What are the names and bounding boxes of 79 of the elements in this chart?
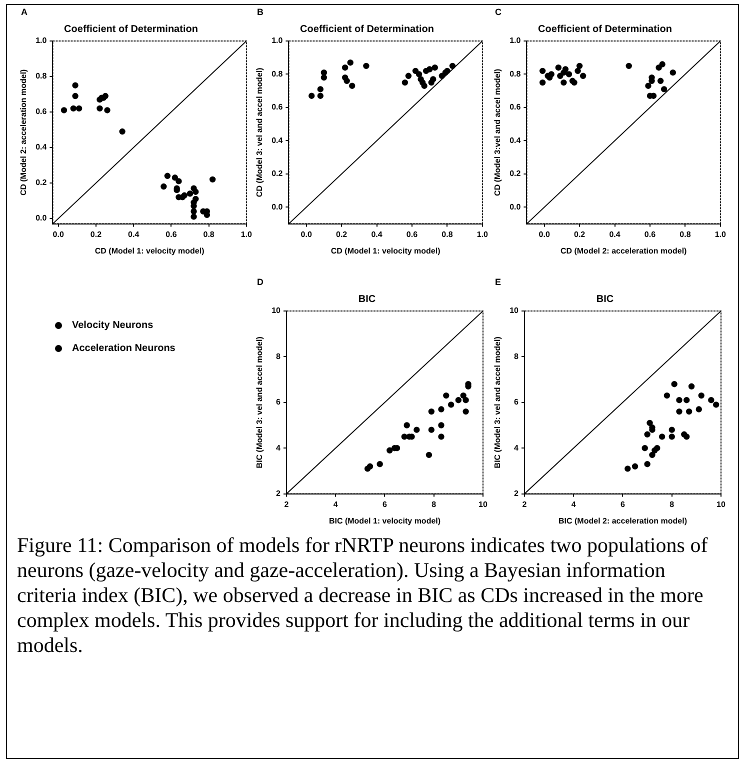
x-tick-label: 2 <box>522 500 528 509</box>
chart-title: Coefficient of Determination <box>64 24 198 35</box>
y-tick-label: 4 <box>514 443 520 452</box>
y-tick-label: 0.8 <box>272 69 284 78</box>
y-axis-title: CD (Model 2: acceleration model) <box>19 68 28 196</box>
x-tick-label: 0.6 <box>406 230 418 239</box>
x-axis-title: CD (Model 2: acceleration model) <box>560 246 688 256</box>
x-axis-title: CD (Model 1: velocity model) <box>330 246 441 256</box>
x-tick-label: 6 <box>382 500 388 509</box>
y-tick-label: 2 <box>514 489 520 498</box>
x-tick-label: 1.0 <box>714 230 727 239</box>
x-tick-label: 0.8 <box>442 230 454 239</box>
x-tick-label: 0.6 <box>166 230 178 239</box>
text: D <box>257 277 264 287</box>
x-tick-label: 4 <box>333 500 338 509</box>
caption: Figure 11: Comparison of models for rNRTP neurons indicates two populations of neurons (gaze-velocity and gaze-acceleration). Using a Bayesian information criteria index (BIC), we observed a decrease in BIC as CDs increased in the more complex models. This provides support for including the additional terms in our models. <box>17 533 709 658</box>
y-tick-label: 1.0 <box>510 36 522 46</box>
y-tick-label: 0.2 <box>510 169 522 178</box>
x-tick-label: 0.4 <box>609 230 621 239</box>
x-tick-label: 8 <box>432 500 437 509</box>
y-axis-title: CD (Model 3:vel and accel model) <box>493 68 502 196</box>
y-tick-label: 0.8 <box>36 72 48 81</box>
y-tick-label: 0.6 <box>510 102 522 112</box>
text: B <box>257 7 264 17</box>
x-tick-label: 8 <box>670 500 675 509</box>
y-tick-label: 0.2 <box>36 178 48 188</box>
y-tick-label: 6 <box>276 398 282 407</box>
y-tick-label: 0.4 <box>272 136 284 145</box>
y-tick-label: 0.4 <box>36 142 48 152</box>
chart-title: BIC <box>358 294 376 305</box>
x-tick-label: 10 <box>716 500 726 509</box>
x-tick-label: 0.2 <box>90 230 102 239</box>
y-tick-label: 6 <box>514 398 520 407</box>
y-tick-label: 0.4 <box>510 136 522 145</box>
x-tick-label: 1.0 <box>476 230 489 239</box>
y-tick-label: 1.0 <box>36 36 48 46</box>
x-tick-label: 0.8 <box>203 230 215 239</box>
y-tick-label: 10 <box>272 306 282 316</box>
text: A <box>21 7 28 17</box>
chart-title: BIC <box>596 294 614 305</box>
y-tick-label: 2 <box>276 489 282 498</box>
x-axis-title: BIC (Model 2: acceleration model) <box>558 516 688 526</box>
y-tick-label: 0.8 <box>510 69 522 78</box>
x-tick-label: 0.0 <box>300 230 312 239</box>
x-tick-label: 10 <box>478 500 488 509</box>
y-axis-title: BIC (Model 3: vel and accel model) <box>493 336 502 468</box>
y-axis-title: BIC (Model 3: vel and accel model) <box>255 336 264 468</box>
x-tick-label: 1.0 <box>240 230 253 239</box>
y-tick-label: 0.0 <box>36 214 48 223</box>
x-tick-label: 4 <box>571 500 576 509</box>
text: E <box>495 277 502 287</box>
y-tick-label: 1.0 <box>272 36 284 46</box>
y-tick-label: 0.0 <box>272 202 284 212</box>
y-axis-title: CD (Model 3: vel and accel model) <box>255 67 264 198</box>
x-axis-title: BIC (Model 1: velocity model) <box>328 516 441 526</box>
y-tick-label: 0.6 <box>36 107 48 116</box>
x-tick-label: 0.0 <box>538 230 550 239</box>
y-tick-label: 8 <box>276 352 282 361</box>
x-tick-label: 0.2 <box>336 230 348 239</box>
y-tick-label: 0.6 <box>272 102 284 112</box>
chart-title: Coefficient of Determination <box>538 24 672 35</box>
y-tick-label: 0.0 <box>510 202 522 212</box>
x-axis-title: CD (Model 1: velocity model) <box>94 246 205 256</box>
x-tick-label: 0.0 <box>52 230 64 239</box>
x-tick-label: 6 <box>620 500 626 509</box>
x-tick-label: 0.8 <box>680 230 692 239</box>
legend-label: Velocity Neurons <box>72 320 154 331</box>
text: C <box>495 7 502 17</box>
y-tick-label: 10 <box>510 306 520 316</box>
x-tick-label: 0.6 <box>644 230 656 239</box>
x-tick-label: 0.4 <box>128 230 140 239</box>
y-tick-label: 4 <box>276 443 282 452</box>
y-tick-label: 8 <box>514 352 520 361</box>
chart-title: Coefficient of Determination <box>300 24 434 35</box>
legend-label: Acceleration Neurons <box>72 343 176 354</box>
x-tick-label: 0.2 <box>574 230 586 239</box>
x-tick-label: 0.4 <box>371 230 383 239</box>
x-tick-label: 2 <box>284 500 290 509</box>
y-tick-label: 0.2 <box>272 169 284 178</box>
